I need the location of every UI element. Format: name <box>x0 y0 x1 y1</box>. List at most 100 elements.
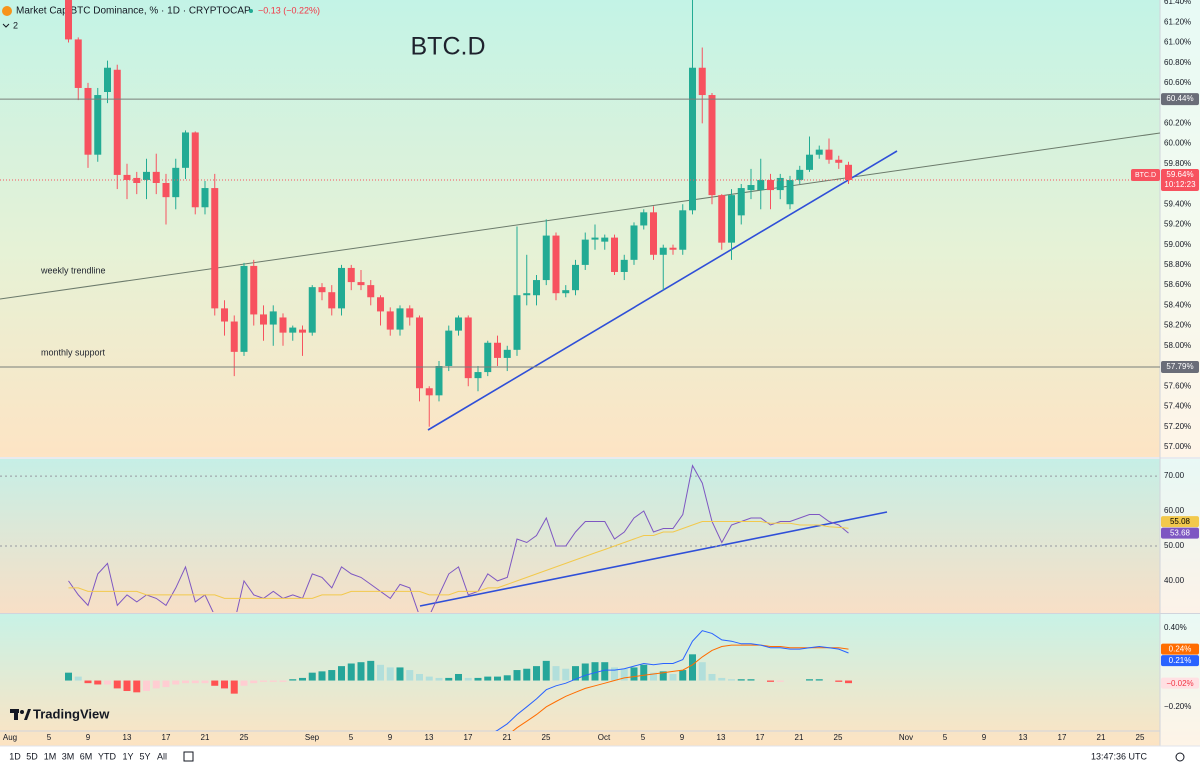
candle-body <box>581 239 589 265</box>
candle-body <box>806 154 813 170</box>
candle-body <box>533 280 540 296</box>
candle-body <box>601 237 609 242</box>
candle-body <box>835 159 843 163</box>
candle-body <box>640 212 648 226</box>
candle-body <box>464 317 472 379</box>
symbol-tag: BTC.D <box>1135 172 1156 179</box>
histogram-bar <box>113 680 121 689</box>
candle-body <box>737 188 745 216</box>
histogram-bar <box>572 666 579 681</box>
main-drawings <box>0 132 1160 431</box>
candle-body <box>133 177 141 184</box>
y-tick-label: 58.80% <box>1164 260 1191 269</box>
bottom-bar <box>0 746 1200 767</box>
range-button[interactable]: 5D <box>26 751 38 761</box>
range-button[interactable]: All <box>157 751 167 761</box>
range-button[interactable]: 1Y <box>122 751 133 761</box>
range-button[interactable]: 1D <box>9 751 21 761</box>
histogram-bar <box>65 672 72 681</box>
y-tick-label: 58.20% <box>1164 321 1191 330</box>
histogram-bar <box>250 680 258 684</box>
y-tick-label: 40.00 <box>1164 576 1185 585</box>
y-tick-label: 59.80% <box>1164 159 1191 168</box>
x-tick-label: 21 <box>1097 733 1106 742</box>
candle-body <box>328 292 336 309</box>
pane-plot <box>65 630 852 731</box>
calendar-icon[interactable] <box>183 751 194 762</box>
price-label: 59.64% <box>1166 170 1193 179</box>
pane-plot <box>0 0 1160 427</box>
histogram-bar <box>445 677 453 681</box>
histogram-bar <box>640 664 648 681</box>
range-button[interactable]: YTD <box>98 751 117 761</box>
x-tick-label: 21 <box>503 733 512 742</box>
collapse-icon[interactable] <box>2 23 10 28</box>
histogram-bar <box>659 671 667 681</box>
settings-icon[interactable] <box>1175 752 1185 762</box>
histogram-bar <box>650 672 657 681</box>
x-tick-label: 21 <box>201 733 210 742</box>
x-tick-label: 25 <box>834 733 843 742</box>
histogram-bar <box>84 680 92 684</box>
rsi-line <box>68 521 849 599</box>
candle-body <box>611 237 618 272</box>
last-value-label: −0.02% <box>1166 679 1193 688</box>
candle-body <box>620 259 628 272</box>
candle-body <box>299 329 306 333</box>
candle-body <box>815 149 823 155</box>
histogram-bar <box>182 680 189 684</box>
range-button[interactable]: 5Y <box>139 751 150 761</box>
histogram-bar <box>747 679 755 681</box>
histogram-bar <box>299 677 306 681</box>
candle-body <box>796 169 804 180</box>
histogram-bar <box>669 673 677 681</box>
histogram-bar <box>386 667 394 681</box>
candle-body <box>484 342 492 373</box>
candle-body <box>367 285 375 298</box>
indicator-count[interactable]: 2 <box>13 20 18 30</box>
histogram-bar <box>464 677 472 681</box>
candle-body <box>143 171 150 180</box>
histogram-bar <box>318 671 326 681</box>
y-tick-label: 60.00 <box>1164 506 1185 515</box>
level-label: 60.44% <box>1166 94 1193 103</box>
candle-body <box>425 388 433 396</box>
y-tick-label: 61.20% <box>1164 17 1191 26</box>
logo-text: TradingView <box>33 706 110 721</box>
candle-body <box>650 212 657 255</box>
y-tick-label: 60.80% <box>1164 58 1191 67</box>
candle-body <box>94 95 102 155</box>
candle-body <box>152 171 160 184</box>
x-tick-label: 17 <box>1058 733 1067 742</box>
x-tick-label: 25 <box>1136 733 1145 742</box>
histogram-bar <box>172 680 180 685</box>
macd-line <box>512 644 849 731</box>
range-button[interactable]: 1M <box>44 751 57 761</box>
candle-body <box>689 67 696 211</box>
candle-body <box>172 167 180 198</box>
last-value-label-bg <box>1161 527 1199 539</box>
range-button[interactable]: 3M <box>62 751 75 761</box>
annotation: monthly support <box>41 347 106 357</box>
histogram-bar <box>74 676 82 681</box>
candle-body <box>240 265 248 352</box>
histogram-bar <box>620 668 628 681</box>
candle-body <box>357 282 365 286</box>
last-value-label: 0.24% <box>1169 645 1192 654</box>
histogram-bar <box>221 680 228 689</box>
last-value-label: 53.68 <box>1170 529 1191 538</box>
histogram-bar <box>425 676 433 681</box>
histogram-bar <box>533 666 540 681</box>
x-tick-label: 9 <box>388 733 393 742</box>
price-label-bg <box>1161 168 1199 191</box>
candle-body <box>630 225 638 260</box>
x-tick-label: 25 <box>542 733 551 742</box>
y-tick-label: 60.00% <box>1164 139 1191 148</box>
histogram-bar <box>835 680 843 682</box>
x-tick-label: 13 <box>717 733 726 742</box>
x-tick-label: 17 <box>162 733 171 742</box>
candle-body <box>377 297 384 312</box>
range-button[interactable]: 6M <box>80 751 93 761</box>
histogram-bar <box>191 680 199 684</box>
candle-body <box>84 87 92 155</box>
